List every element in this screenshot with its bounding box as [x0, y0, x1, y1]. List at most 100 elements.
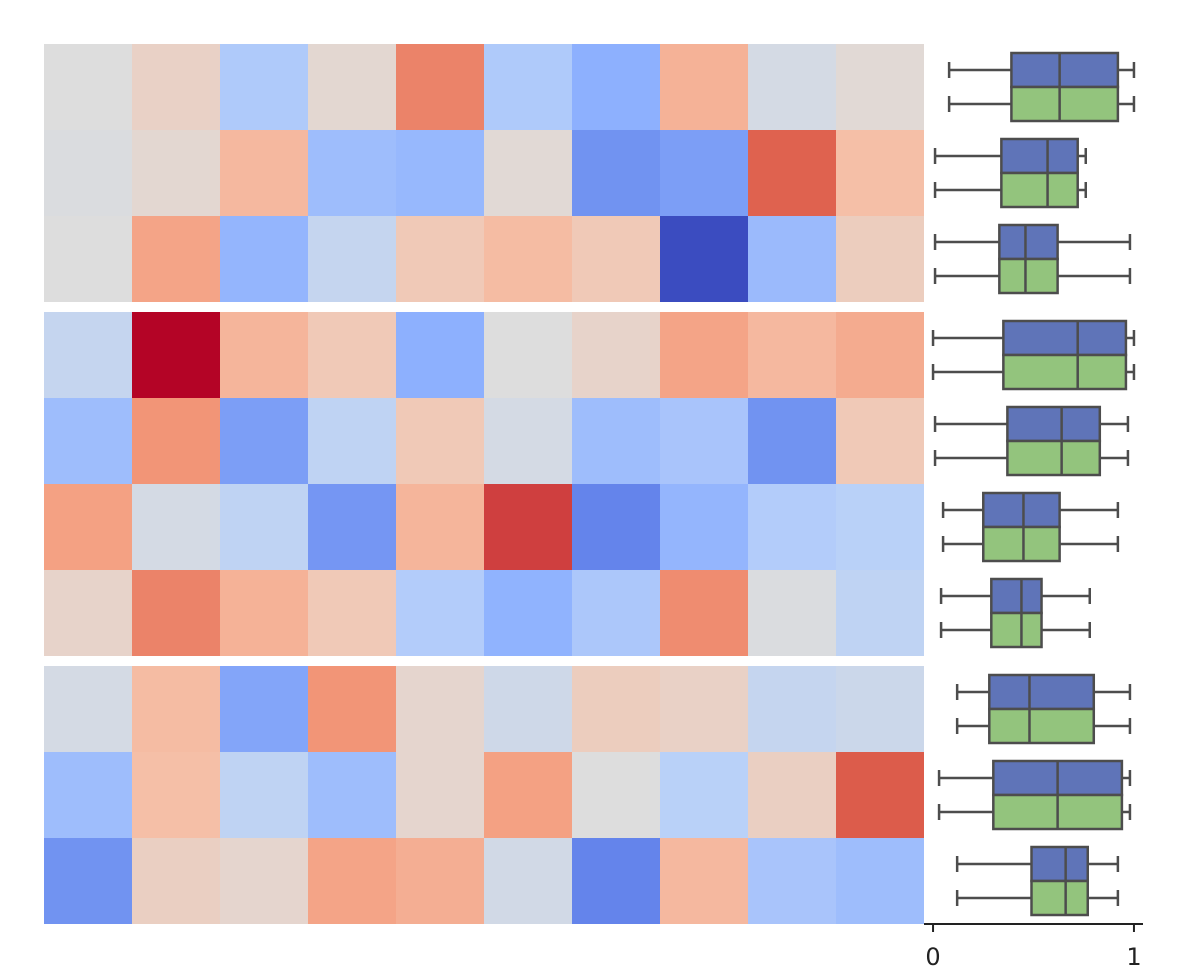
heatmap-cell — [132, 216, 220, 302]
box — [1030, 879, 1089, 917]
heatmap-cell — [836, 398, 924, 484]
heatmap-cell — [572, 44, 660, 130]
heatmap-cell — [132, 312, 220, 398]
heatmap-cell — [836, 484, 924, 570]
heatmap-cell — [396, 312, 484, 398]
heatmap-cell — [44, 312, 132, 398]
heatmap-cell — [660, 666, 748, 752]
heatmap-cell — [220, 216, 308, 302]
heatmap-cell — [44, 570, 132, 656]
box — [1006, 405, 1102, 443]
heatmap-cell — [308, 216, 396, 302]
heatmap-cell — [572, 312, 660, 398]
heatmap-cell — [308, 752, 396, 838]
box — [998, 257, 1059, 295]
heatmap-cell — [748, 130, 836, 216]
heatmap-cell — [132, 44, 220, 130]
heatmap-cell — [396, 44, 484, 130]
heatmap-cell — [132, 838, 220, 924]
heatmap-cell — [308, 484, 396, 570]
heatmap-cell — [748, 216, 836, 302]
heatmap-cell — [572, 130, 660, 216]
heatmap-cell — [572, 398, 660, 484]
heatmap-cell — [484, 484, 572, 570]
heatmap-cell — [748, 752, 836, 838]
heatmap-cell — [660, 398, 748, 484]
heatmap-cell — [220, 484, 308, 570]
heatmap-cell — [44, 130, 132, 216]
heatmap-cell — [836, 570, 924, 656]
heatmap-cell — [836, 44, 924, 130]
heatmap-cell — [308, 570, 396, 656]
heatmap-cell — [308, 398, 396, 484]
heatmap-cell — [132, 666, 220, 752]
box — [1002, 319, 1128, 357]
heatmap-cell — [132, 570, 220, 656]
heatmap-cell — [308, 666, 396, 752]
heatmap-cell — [132, 130, 220, 216]
heatmap-cell — [220, 398, 308, 484]
heatmap-cell — [220, 312, 308, 398]
heatmap-cell — [44, 484, 132, 570]
heatmap-cell — [44, 752, 132, 838]
heatmap-cell — [836, 752, 924, 838]
heatmap-cell — [748, 666, 836, 752]
box — [1002, 353, 1128, 391]
heatmap-cell — [748, 838, 836, 924]
heatmap-cell — [396, 398, 484, 484]
heatmap-cell — [484, 44, 572, 130]
heatmap-cell — [396, 216, 484, 302]
heatmap-cell — [132, 752, 220, 838]
heatmap-cell — [484, 752, 572, 838]
heatmap-cell — [132, 484, 220, 570]
heatmap-cell — [572, 752, 660, 838]
box — [1030, 845, 1089, 883]
box — [990, 611, 1043, 649]
x-tick-label: 1 — [1126, 943, 1141, 968]
box — [1006, 439, 1102, 477]
heatmap-cell — [308, 44, 396, 130]
heatmap-cell — [836, 838, 924, 924]
box — [998, 223, 1059, 261]
box — [1010, 85, 1120, 123]
heatmap-cell — [396, 752, 484, 838]
box — [988, 673, 1096, 711]
heatmap-cell — [748, 312, 836, 398]
heatmap-cell — [484, 838, 572, 924]
heatmap-cell — [220, 570, 308, 656]
heatmap-cell — [396, 666, 484, 752]
box — [982, 491, 1061, 529]
heatmap-cell — [220, 838, 308, 924]
heatmap-cell — [484, 216, 572, 302]
heatmap-cell — [836, 130, 924, 216]
heatmap-cell — [572, 570, 660, 656]
heatmap-cell — [572, 666, 660, 752]
heatmap-cell — [572, 838, 660, 924]
heatmap-cell — [308, 312, 396, 398]
heatmap-cell — [748, 484, 836, 570]
heatmap-cell — [748, 44, 836, 130]
heatmap-cell — [484, 130, 572, 216]
box — [982, 525, 1061, 563]
box — [988, 707, 1096, 745]
heatmap-cell — [220, 44, 308, 130]
heatmap-cell — [484, 312, 572, 398]
heatmap-cell — [748, 398, 836, 484]
x-tick-label: 0 — [925, 943, 940, 968]
heatmap-cell — [836, 216, 924, 302]
heatmap-cell — [44, 666, 132, 752]
heatmap-cell — [660, 216, 748, 302]
heatmap-cell — [220, 666, 308, 752]
box — [990, 577, 1043, 615]
heatmap-cell — [660, 312, 748, 398]
heatmap-cell — [44, 398, 132, 484]
heatmap-cell — [836, 312, 924, 398]
heatmap-cell — [748, 570, 836, 656]
heatmap-cell — [660, 44, 748, 130]
heatmap-cell — [572, 484, 660, 570]
heatmap-cell — [660, 752, 748, 838]
heatmap-cell — [396, 838, 484, 924]
heatmap-cell — [396, 484, 484, 570]
heatmap-cell — [132, 398, 220, 484]
